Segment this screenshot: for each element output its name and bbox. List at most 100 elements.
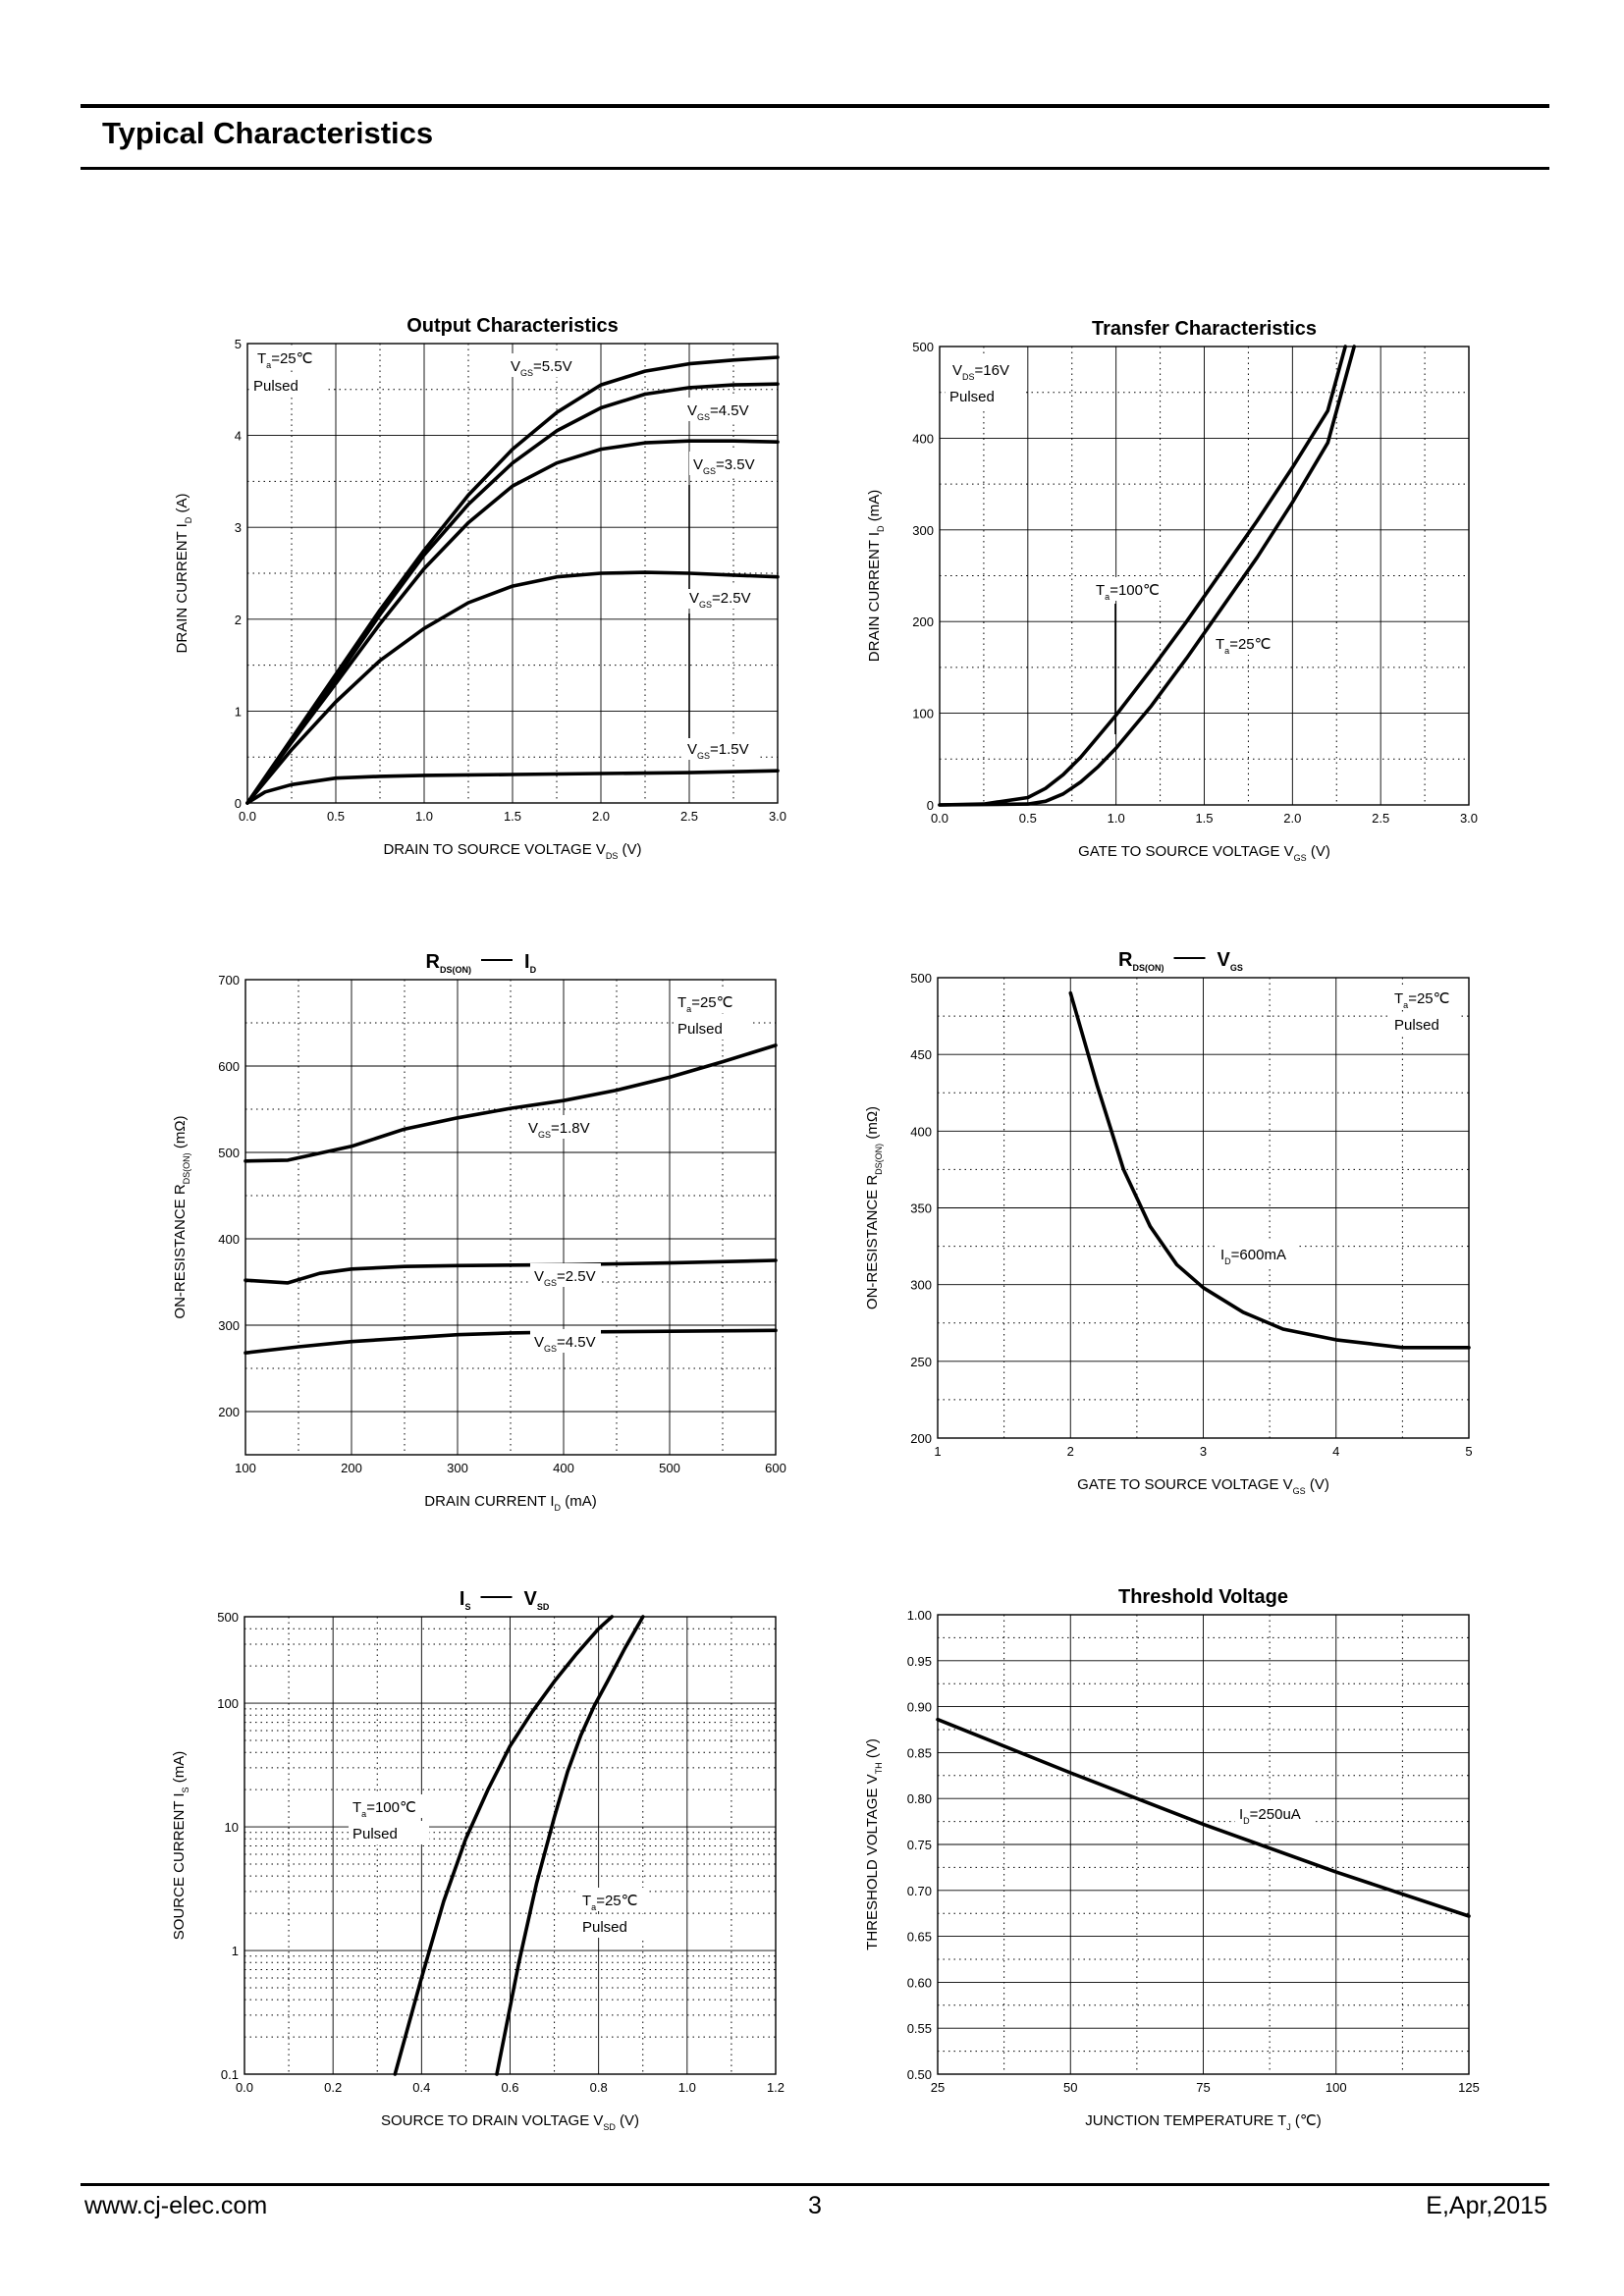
x-axis-label: DRAIN CURRENT ID (mA) xyxy=(424,1493,596,1513)
plot-grid xyxy=(939,346,1470,806)
x-tick-label: 1.5 xyxy=(1195,811,1213,826)
y-tick-label: 250 xyxy=(910,1355,932,1369)
annotation-bg xyxy=(249,373,328,397)
x-tick-label: 75 xyxy=(1196,2080,1210,2095)
series-label: VGS=2.5V xyxy=(534,1268,596,1288)
x-tick-label: 1.0 xyxy=(1108,811,1125,826)
y-tick-label: 0 xyxy=(235,796,242,811)
y-tick-label: 500 xyxy=(218,1146,240,1160)
series-line xyxy=(245,355,780,805)
annotation-condition: Ta=25℃ xyxy=(1394,990,1449,1010)
y-tick-label: 600 xyxy=(218,1059,240,1074)
annotation-bg xyxy=(524,1115,597,1139)
x-tick-label: 100 xyxy=(1326,2080,1347,2095)
plot-frame xyxy=(244,1616,777,2075)
x-tick-label: 0.5 xyxy=(327,809,345,824)
annotation-bg xyxy=(674,989,752,1013)
annotation-condition: VDS=16V xyxy=(952,362,1009,382)
annotation-bg xyxy=(578,1914,647,1938)
series-label: VGS=2.5V xyxy=(689,590,751,610)
annotation-bg xyxy=(1092,577,1172,601)
plot-grid xyxy=(937,977,1470,1439)
y-tick-label: 0.85 xyxy=(907,1745,932,1760)
y-tick-label: 300 xyxy=(910,1278,932,1293)
x-tick-label: 0.2 xyxy=(324,2080,342,2095)
x-tick-label: 1 xyxy=(934,1444,941,1459)
annotation-bg xyxy=(683,736,760,760)
y-tick-label: 500 xyxy=(910,971,932,986)
x-tick-label: 0.0 xyxy=(931,811,948,826)
y-tick-label: 0.60 xyxy=(907,1975,932,1990)
y-tick-label: 200 xyxy=(912,614,934,629)
x-tick-label: 2.0 xyxy=(1283,811,1301,826)
y-tick-label: 0.80 xyxy=(907,1791,932,1806)
chart-threshold: 25 50 75 100 125 0.50 0.55 0.60 0.65 0.70 0.75 0.80… xyxy=(864,1586,1480,2132)
series-label: VGS=4.5V xyxy=(534,1334,596,1354)
y-tick-label: 1 xyxy=(232,1944,239,1958)
y-tick-label: 500 xyxy=(912,340,934,354)
x-tick-label: 0.0 xyxy=(239,809,256,824)
annotation-bg xyxy=(683,398,760,421)
plot-grid xyxy=(244,979,777,1456)
y-axis-label: ON-RESISTANCE RDS(ON) (mΩ) xyxy=(864,1106,884,1309)
x-axis-label: GATE TO SOURCE VOLTAGE VGS (V) xyxy=(1077,1476,1329,1496)
y-tick-label: 1.00 xyxy=(907,1608,932,1623)
plot-grid xyxy=(937,1614,1470,2075)
y-tick-label: 0.75 xyxy=(907,1838,932,1852)
x-tick-label: 1.0 xyxy=(678,2080,696,2095)
annotation-bg xyxy=(578,1888,647,1911)
y-tick-label: 0.50 xyxy=(907,2067,932,2082)
series-line xyxy=(245,769,780,805)
series-line xyxy=(393,1615,614,2076)
annotation-condition: Pulsed xyxy=(677,1021,723,1038)
x-axis-label: GATE TO SOURCE VOLTAGE VGS (V) xyxy=(1078,843,1330,863)
y-tick-label: 0.65 xyxy=(907,1930,932,1945)
series-label: Ta=25℃ xyxy=(582,1893,637,1912)
chart-transfer: 0.0 0.5 1.0 1.5 2.0 2.5 3.0 0 100 200 300 400 500 Tra… xyxy=(866,318,1478,863)
series-line xyxy=(245,382,780,805)
x-tick-label: 400 xyxy=(553,1461,574,1475)
chart-is-vsd: 0.0 0.2 0.4 0.6 0.8 1.0 1.2 0.1 1 10 100 500 IS VSD SO… xyxy=(171,1588,785,2132)
y-tick-label: 4 xyxy=(235,429,242,444)
footer-rule xyxy=(81,2183,1549,2186)
annotation-bg xyxy=(349,1794,429,1818)
chart-rds-vgs: 1 2 3 4 5 200 250 300 350 400 450 500 RDS(ON) VGS GATE… xyxy=(864,949,1473,1496)
annotation-bg xyxy=(1235,1801,1314,1825)
series-line xyxy=(936,1717,1471,1918)
x-tick-label: 5 xyxy=(1465,1444,1472,1459)
annotation-bg xyxy=(674,1016,752,1040)
annotation-bg xyxy=(946,384,1024,407)
annotation-bg xyxy=(1212,631,1280,655)
chart-title: Output Characteristics xyxy=(406,315,619,337)
x-axis-label: SOURCE TO DRAIN VOLTAGE VSD (V) xyxy=(381,2112,639,2132)
annotation-condition: Pulsed xyxy=(1394,1017,1439,1034)
series-line xyxy=(938,345,1356,807)
y-tick-label: 0.1 xyxy=(221,2067,239,2082)
y-tick-label: 200 xyxy=(218,1405,240,1419)
annotation-condition: Ta=25℃ xyxy=(257,350,312,370)
header-top-rule xyxy=(81,104,1549,108)
x-tick-label: 0.5 xyxy=(1019,811,1037,826)
annotation-bg xyxy=(530,1329,601,1353)
y-tick-label: 1 xyxy=(235,704,242,719)
y-tick-label: 400 xyxy=(910,1124,932,1139)
header-bottom-rule xyxy=(81,167,1549,170)
series-label: Ta=100℃ xyxy=(1096,582,1160,602)
series-label: ID=250uA xyxy=(1239,1806,1301,1826)
series-label: Ta=25℃ xyxy=(1216,636,1271,656)
x-tick-label: 1.2 xyxy=(767,2080,785,2095)
annotation-condition: Pulsed xyxy=(253,378,298,395)
y-axis-label: SOURCE CURRENT IS (mA) xyxy=(171,1751,190,1940)
series-line xyxy=(244,1043,778,1163)
y-tick-label: 100 xyxy=(912,707,934,721)
series-line xyxy=(495,1615,645,2076)
series-line xyxy=(1068,990,1471,1350)
x-tick-label: 25 xyxy=(931,2080,945,2095)
series-line xyxy=(244,1328,778,1355)
annotation-bg xyxy=(1390,986,1459,1009)
annotation-bg xyxy=(1390,1012,1459,1036)
x-tick-label: 4 xyxy=(1332,1444,1339,1459)
plot-frame xyxy=(244,979,777,1456)
y-tick-label: 350 xyxy=(910,1201,932,1216)
y-tick-label: 0.90 xyxy=(907,1700,932,1715)
